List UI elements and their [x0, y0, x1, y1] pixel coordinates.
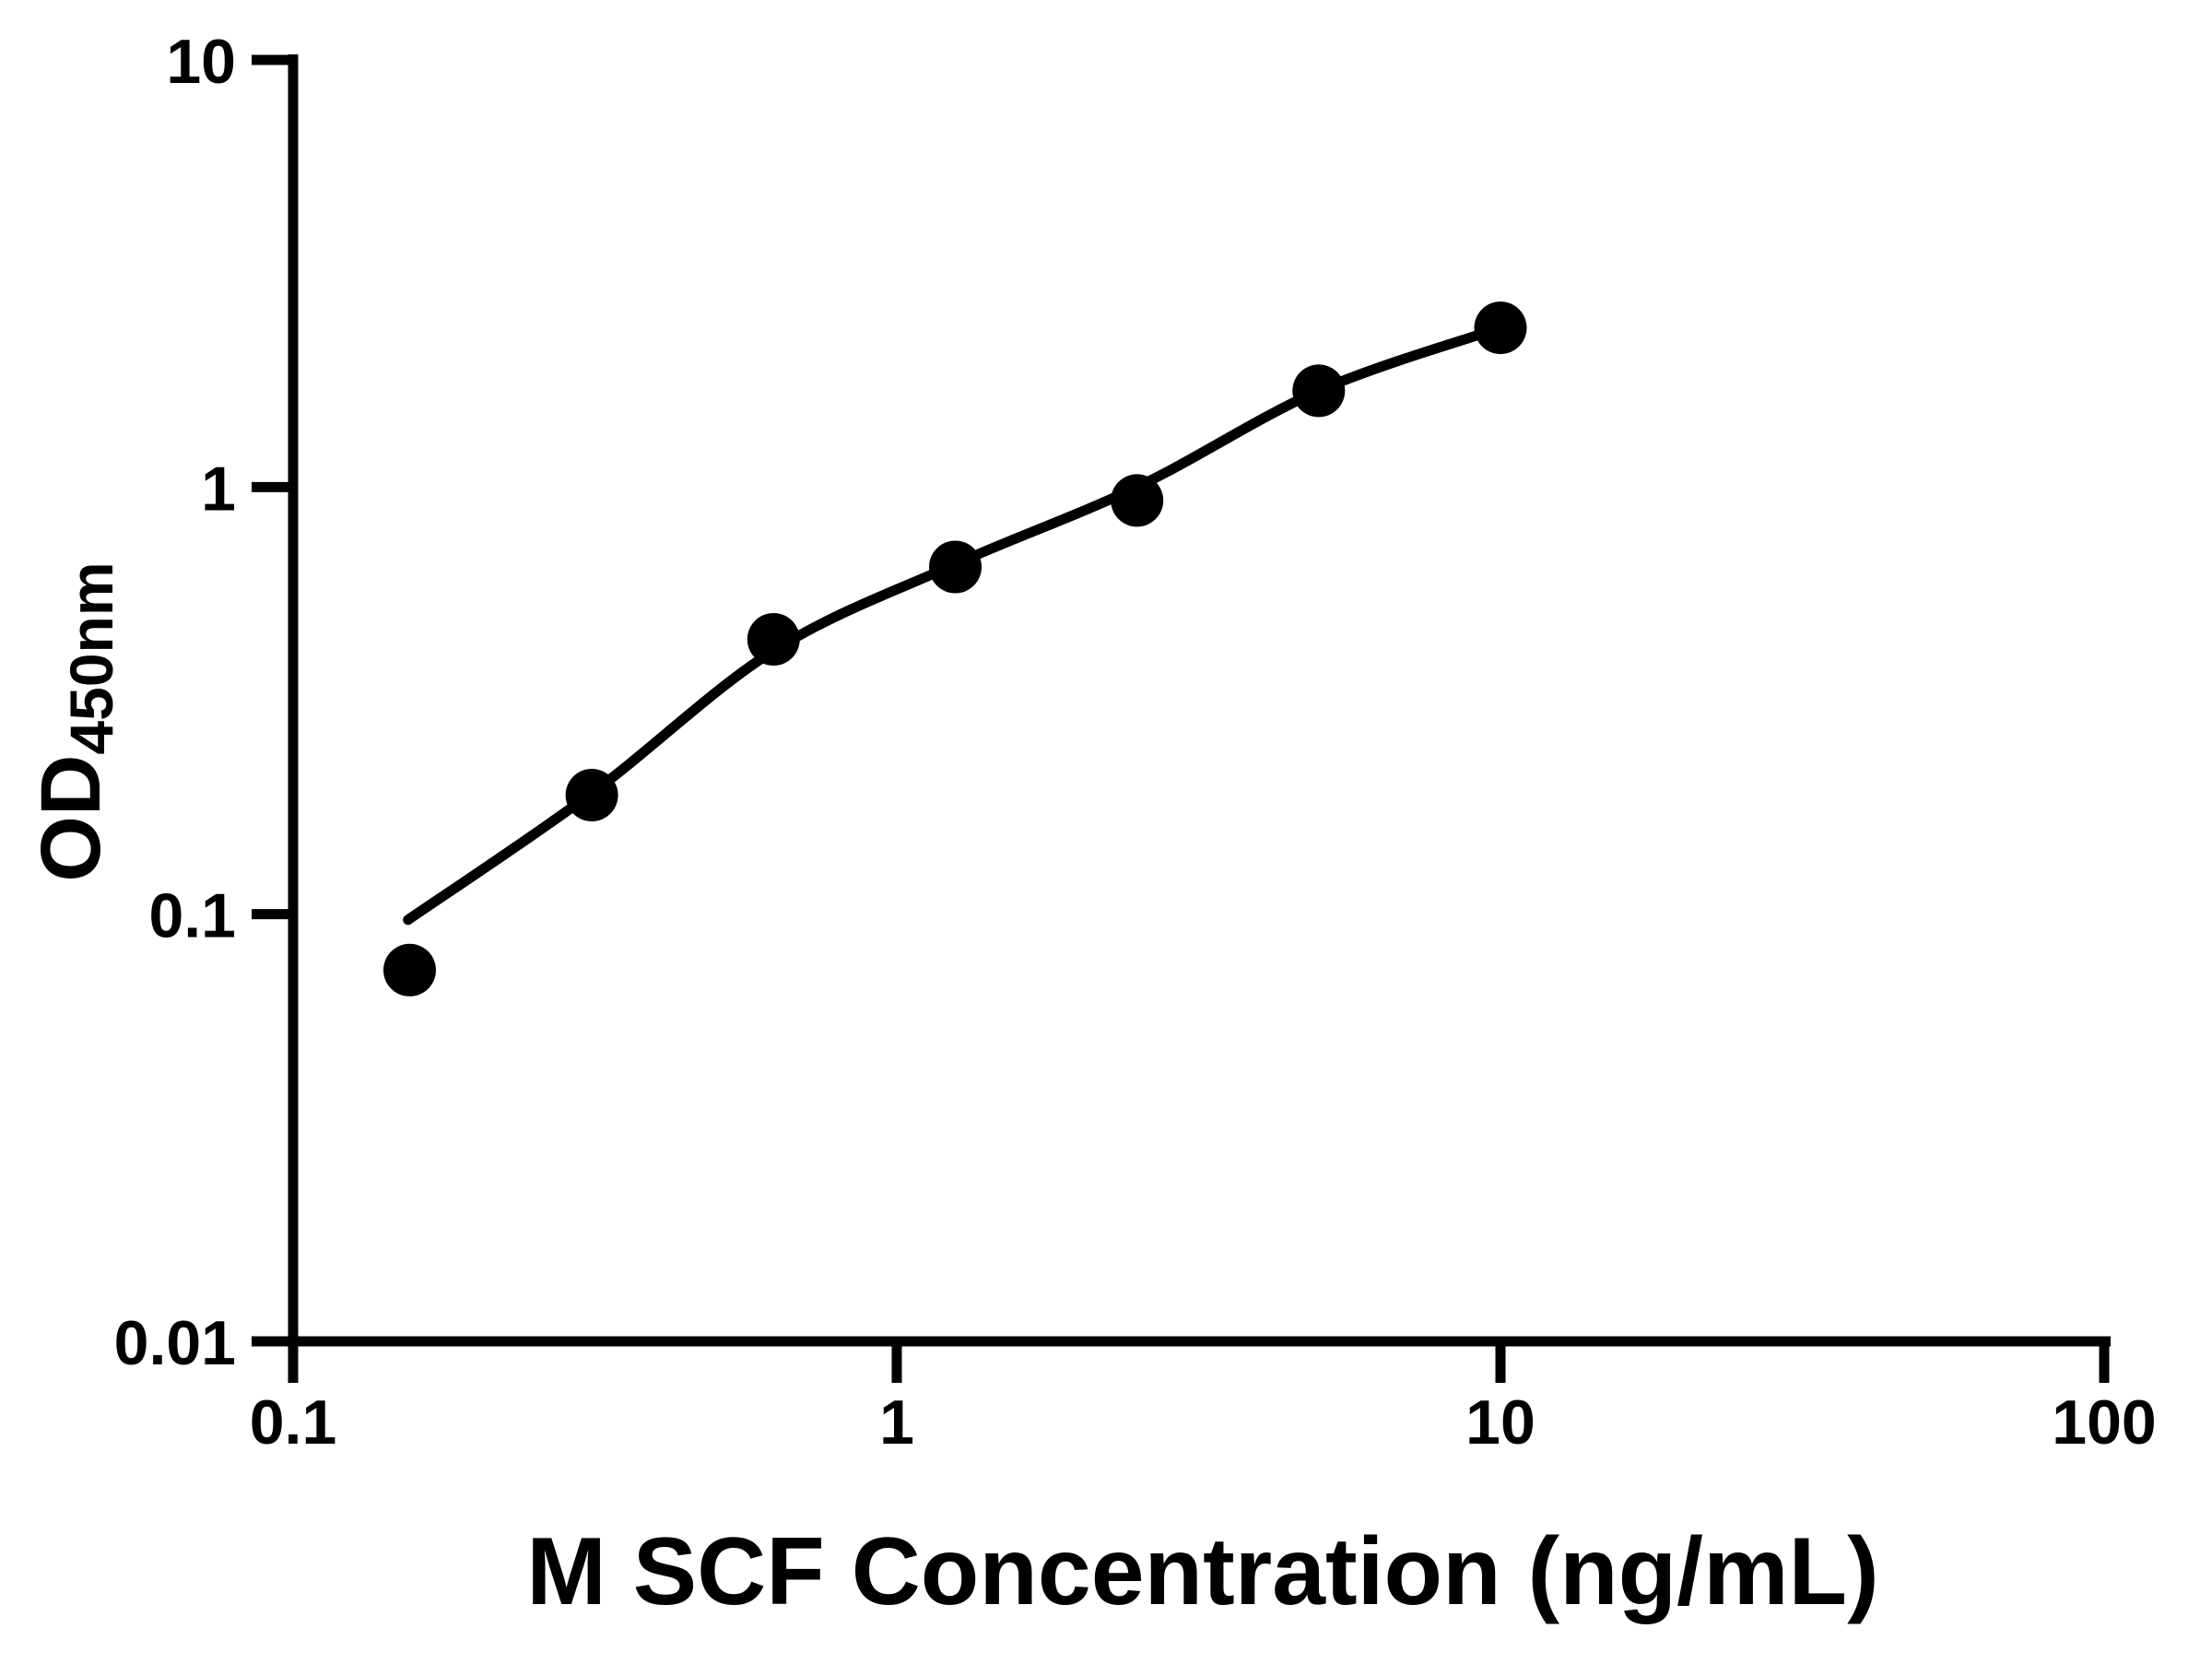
x-axis-tick-label: 100 — [2052, 1387, 2156, 1457]
data-point — [747, 613, 800, 666]
data-point — [1111, 474, 1164, 527]
fit-curve-group — [403, 323, 1506, 926]
axis-lines — [288, 54, 2111, 1347]
x-axis-tick-label: 0.1 — [250, 1387, 337, 1457]
data-point — [565, 769, 618, 821]
axis-ticks — [252, 54, 2110, 1383]
axes — [288, 54, 2111, 1347]
y-axis-tick-label: 0.1 — [148, 881, 236, 951]
y-axis-title-subscript: 450nm — [57, 561, 125, 754]
y-axis-title-main: OD — [24, 755, 118, 882]
data-point — [1474, 301, 1527, 355]
data-point — [383, 943, 436, 997]
data-points-group — [383, 301, 1527, 997]
data-point — [1292, 364, 1346, 418]
y-axis-title: OD450nm — [24, 561, 125, 881]
x-axis-title: M SCF Concentration (ng/mL) — [526, 1518, 1878, 1625]
y-axis-tick-label: 1 — [201, 454, 236, 524]
y-axis-tick-label: 0.01 — [114, 1308, 236, 1378]
fit-curve — [403, 323, 1506, 926]
y-axis-tick-label: 10 — [166, 27, 236, 97]
x-axis-tick-label: 1 — [879, 1387, 914, 1457]
data-point — [929, 540, 982, 594]
x-axis-tick-label: 10 — [1465, 1387, 1535, 1457]
